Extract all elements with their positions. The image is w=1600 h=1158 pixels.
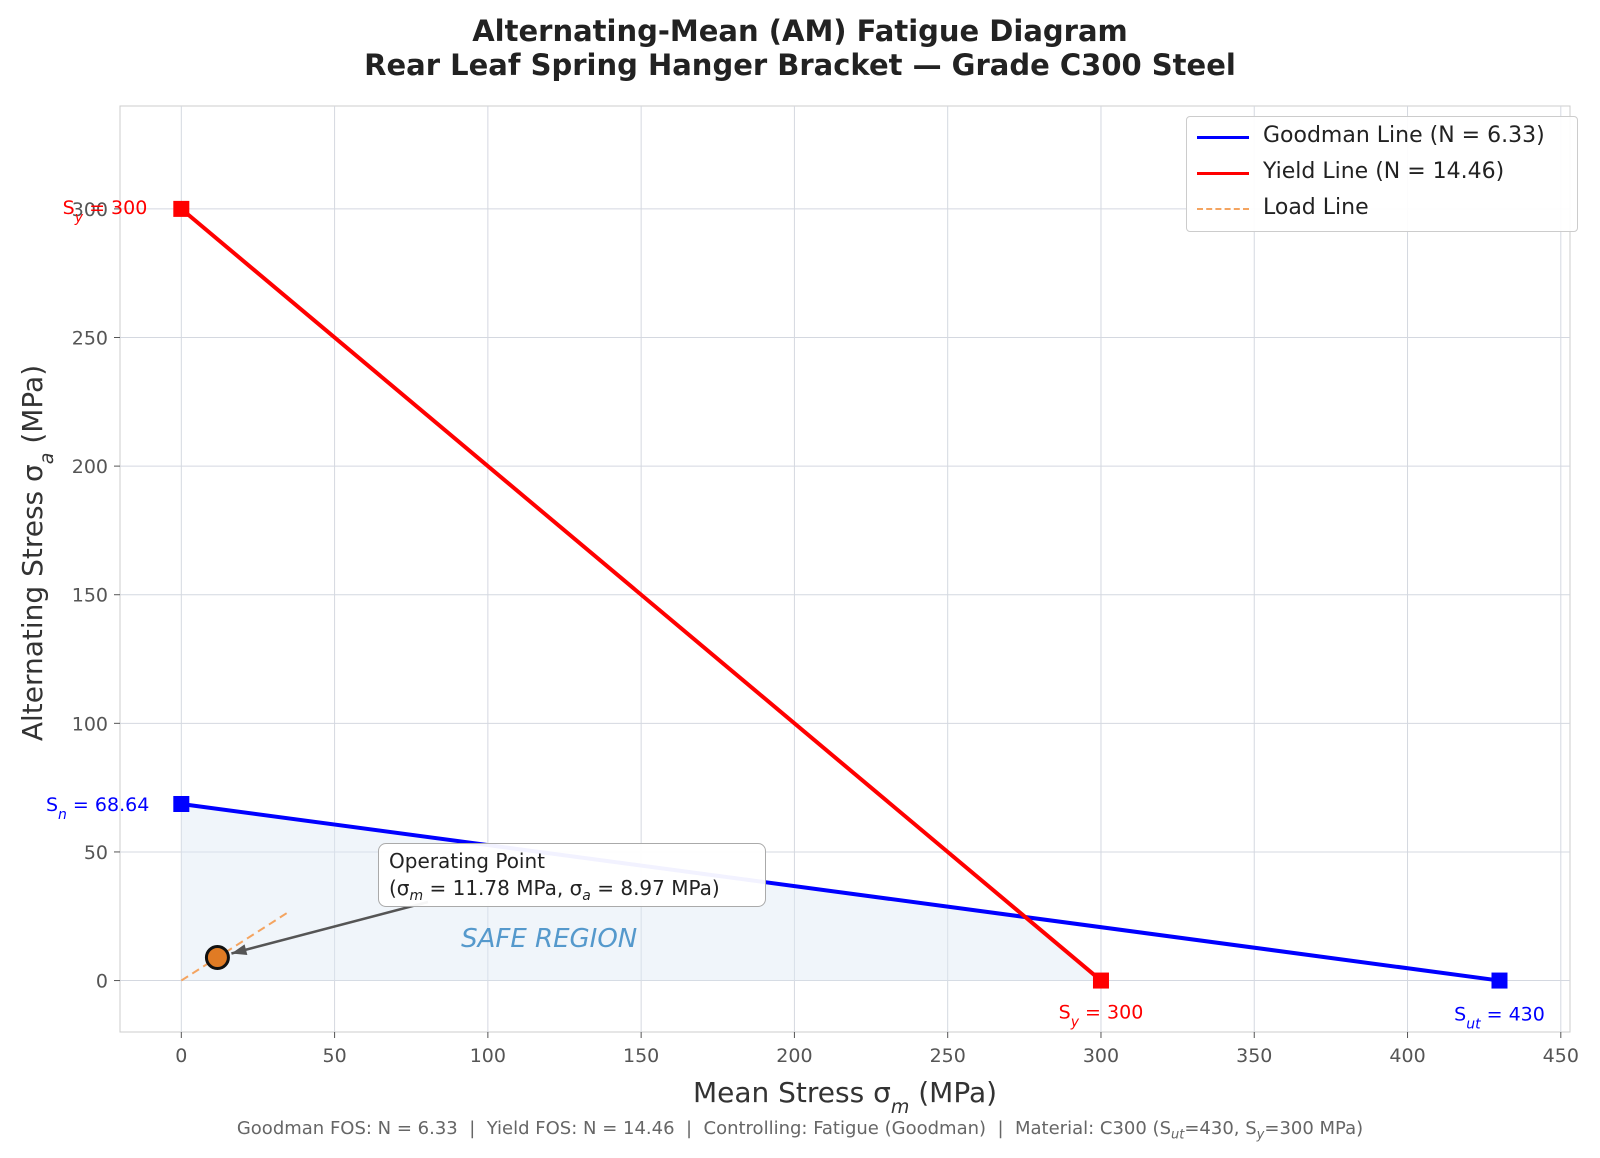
plot-area: [119, 105, 1571, 1033]
x-axis-label: Mean Stress σm (MPa): [693, 1076, 997, 1118]
chart-title: Alternating-Mean (AM) Fatigue Diagram: [472, 14, 1128, 48]
chart-footer: Goodman FOS: N = 6.33 | Yield FOS: N = 1…: [236, 1118, 1364, 1143]
yield-line: [180, 207, 1103, 983]
chart-subtitle: Rear Leaf Spring Hanger Bracket — Grade …: [364, 48, 1236, 82]
safe-region-label: SAFE REGION: [461, 924, 637, 954]
y-tick-label: 150: [72, 585, 108, 607]
x-tick-label: 350: [1236, 1045, 1272, 1067]
legend-item-load: Load Line: [1187, 192, 1577, 226]
x-tick-label: 250: [930, 1045, 966, 1067]
x-tick-label: 450: [1543, 1045, 1579, 1067]
annotation-arrowhead: [231, 944, 248, 955]
operating-point-annotation: Operating Point (σm = 11.78 MPa, σa = 8.…: [378, 843, 766, 907]
x-tick-label: 150: [623, 1045, 659, 1067]
operating-point: [204, 944, 230, 970]
y-tick-label: 300: [72, 199, 108, 221]
goodman-start-marker: [173, 795, 190, 812]
legend-swatch-yield: [1197, 172, 1249, 175]
annotation-title: Operating Point: [389, 849, 546, 873]
sy-bottom-label: Sy = 300: [1059, 1002, 1144, 1031]
goodman-line: [181, 802, 1500, 983]
y-tick-label: 200: [72, 456, 108, 478]
annotation-values: (σm = 11.78 MPa, σa = 8.97 MPa): [389, 876, 720, 904]
legend-item-yield: Yield Line (N = 14.46): [1187, 156, 1577, 190]
sy-top-label: Sy = 300: [63, 197, 148, 226]
y-tick-label: 100: [72, 713, 108, 735]
y-tick-label: 0: [96, 971, 108, 993]
yield-start-marker: [173, 200, 190, 217]
goodman-end-marker: [1491, 972, 1508, 989]
y-tick-label: 250: [72, 328, 108, 350]
y-axis-label: Alternating Stress σa (MPa): [16, 365, 58, 741]
legend-label-goodman: Goodman Line (N = 6.33): [1263, 123, 1545, 148]
y-tick-label: 50: [84, 842, 108, 864]
legend-item-goodman: Goodman Line (N = 6.33): [1187, 120, 1577, 154]
x-tick-label: 0: [175, 1045, 187, 1067]
sut-label: Sut = 430: [1454, 1004, 1545, 1033]
sn-label: Sn = 68.64: [46, 794, 149, 823]
legend-label-yield: Yield Line (N = 14.46): [1263, 159, 1505, 184]
chart-legend: Goodman Line (N = 6.33) Yield Line (N = …: [1186, 116, 1578, 232]
x-tick-label: 100: [470, 1045, 506, 1067]
x-tick-label: 300: [1083, 1045, 1119, 1067]
x-tick-label: 200: [776, 1045, 812, 1067]
x-tick-label: 50: [322, 1045, 346, 1067]
load-line: [180, 910, 291, 982]
x-tick-label: 400: [1389, 1045, 1425, 1067]
yield-end-marker: [1092, 972, 1109, 989]
legend-label-load: Load Line: [1263, 195, 1369, 220]
legend-swatch-goodman: [1197, 136, 1249, 139]
annotation-arrow: [231, 900, 429, 955]
legend-swatch-load: [1197, 208, 1249, 210]
